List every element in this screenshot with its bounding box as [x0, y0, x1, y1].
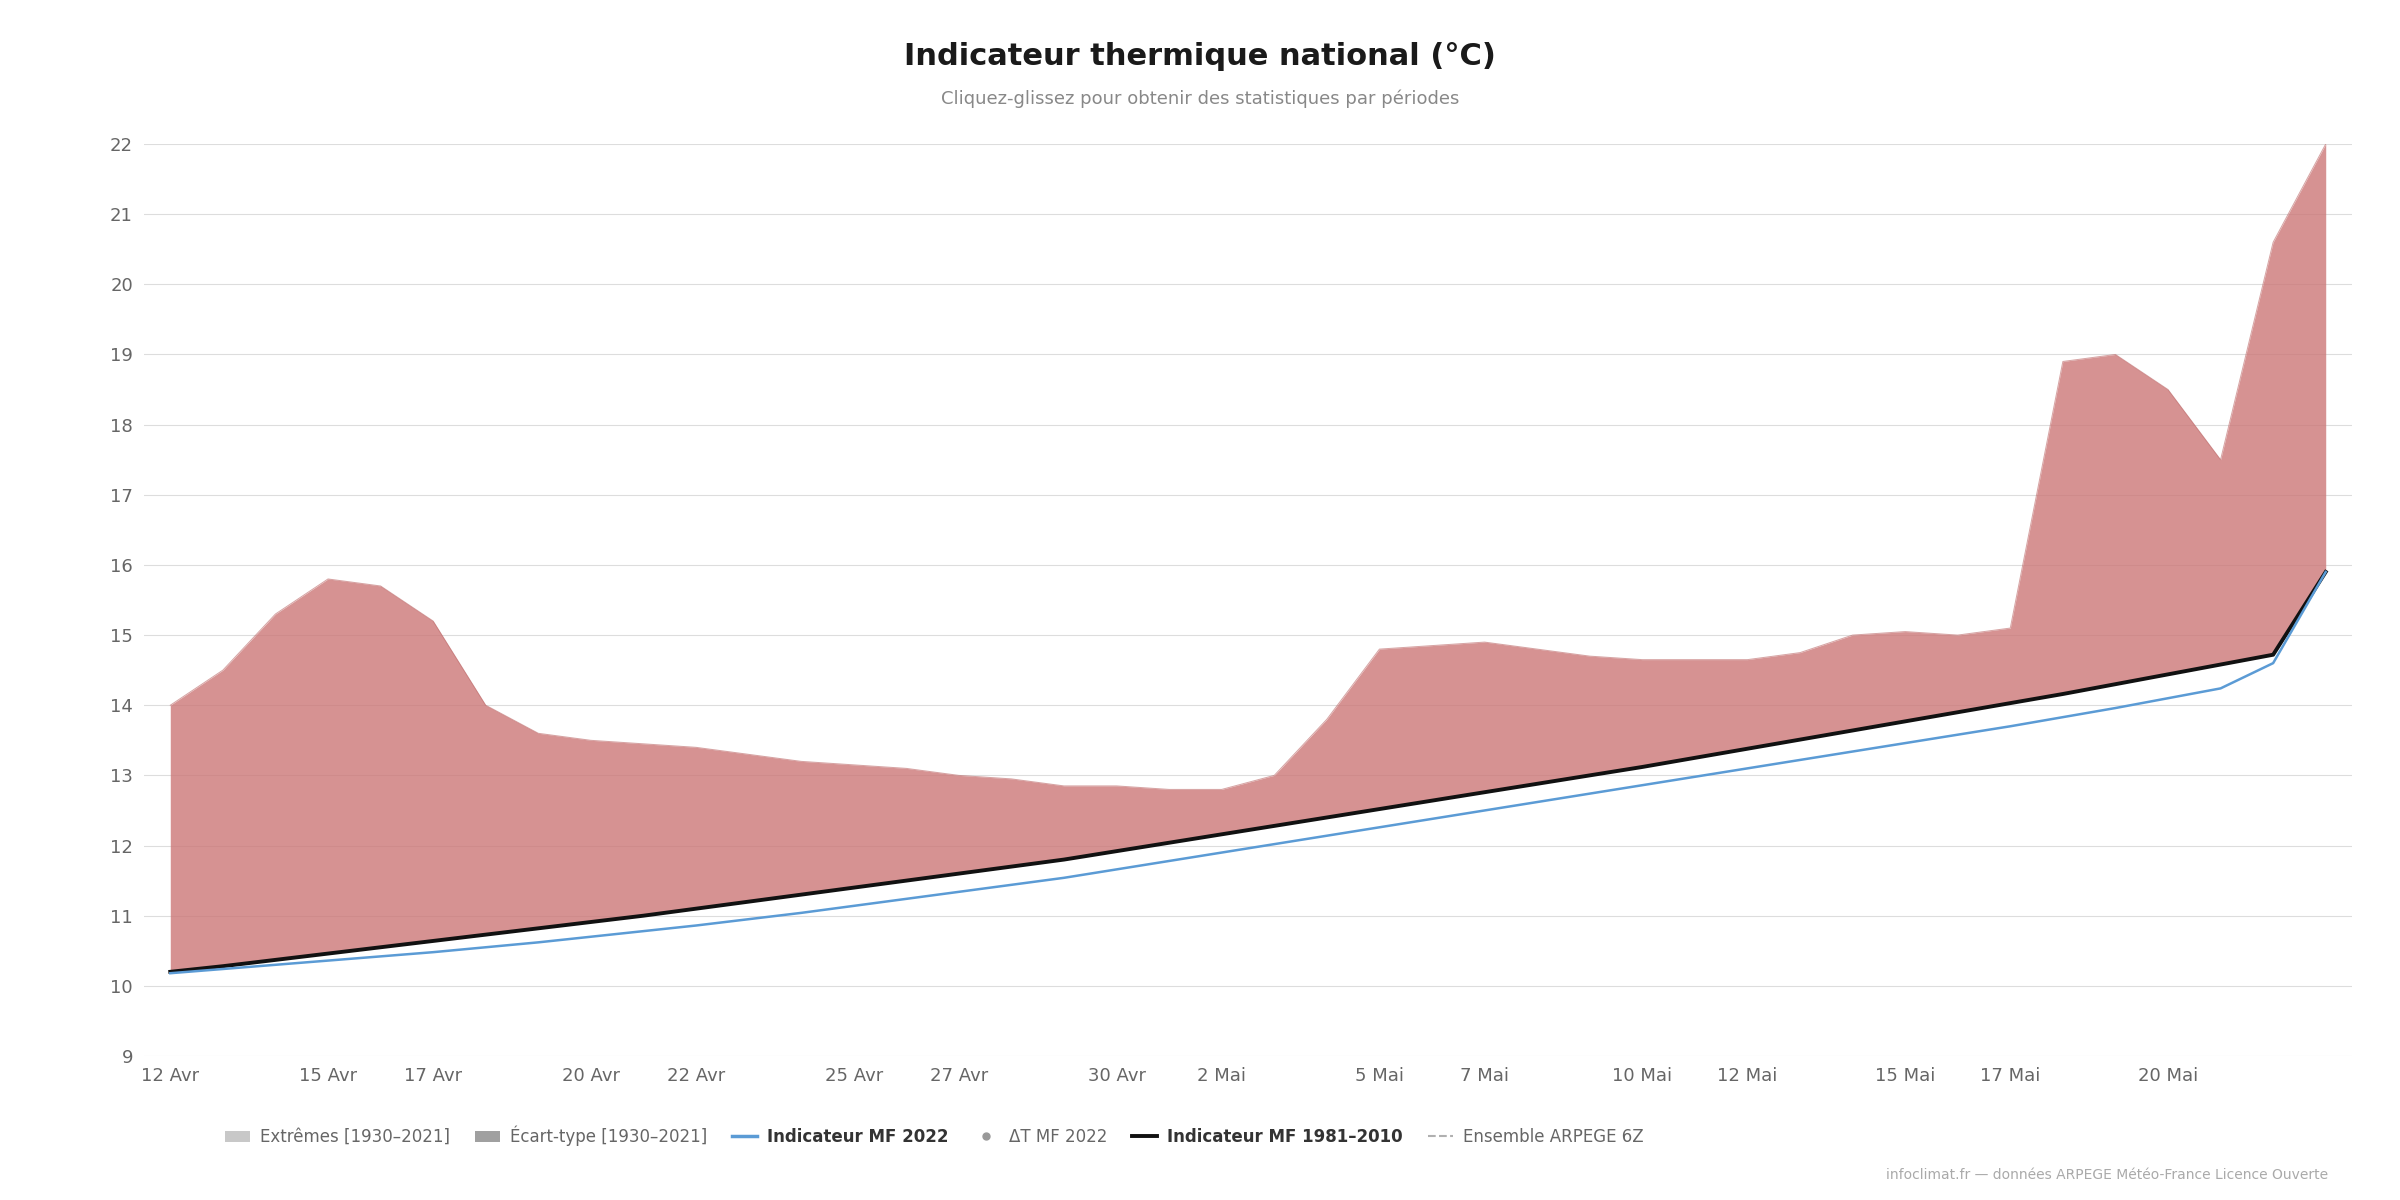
Text: Cliquez-glissez pour obtenir des statistiques par périodes: Cliquez-glissez pour obtenir des statist… [941, 90, 1459, 108]
Legend: Extrêmes [1930–2021], Écart-type [1930–2021], Indicateur MF 2022, ΔT MF 2022, In: Extrêmes [1930–2021], Écart-type [1930–2… [218, 1120, 1651, 1153]
Text: Indicateur thermique national (°C): Indicateur thermique national (°C) [905, 42, 1495, 71]
Text: infoclimat.fr — données ARPEGE Météo-France Licence Ouverte: infoclimat.fr — données ARPEGE Météo-Fra… [1886, 1168, 2328, 1182]
